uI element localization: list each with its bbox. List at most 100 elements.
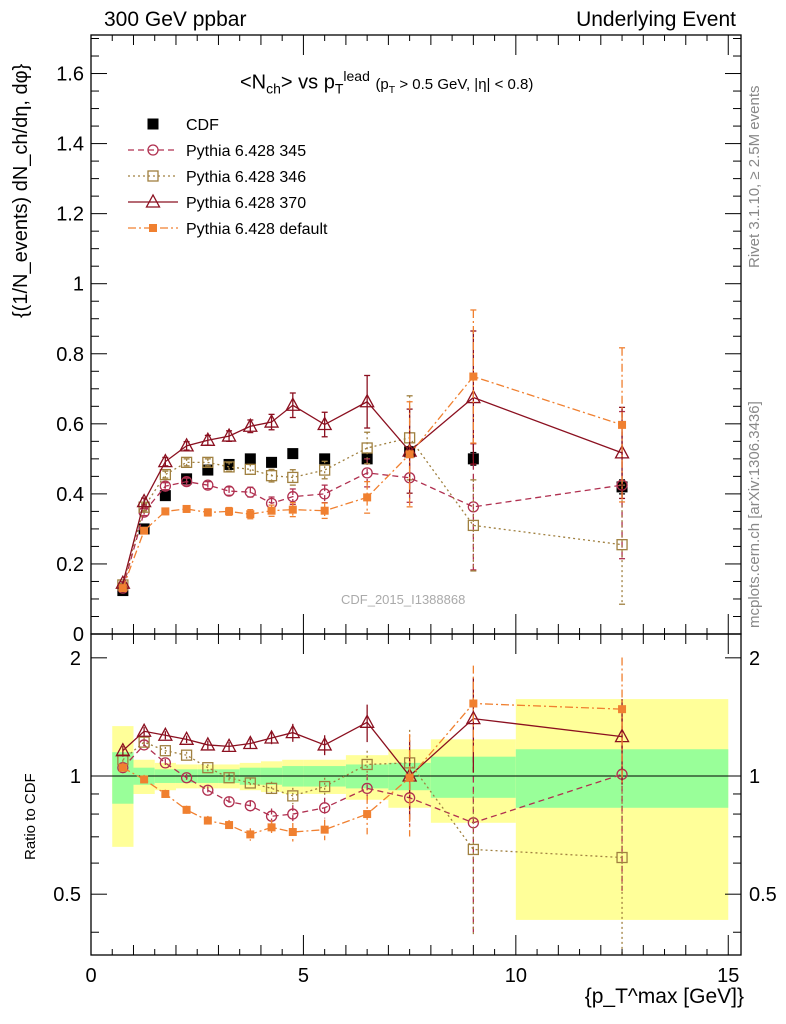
data-point [202, 479, 214, 491]
data-point [221, 427, 237, 442]
series-1 [117, 410, 628, 594]
series-line [122, 396, 623, 584]
ratio-point [244, 777, 256, 789]
data-point [178, 437, 195, 452]
ratio-point [361, 782, 373, 795]
data-point [223, 461, 235, 473]
ratio-point [140, 775, 149, 784]
ratio-point [618, 705, 627, 714]
series-line [122, 472, 623, 589]
data-point [288, 505, 297, 514]
ratio-point [319, 780, 331, 793]
legend-label: Pythia 6.428 346 [186, 169, 306, 186]
data-point [244, 486, 256, 498]
ratio-point [138, 736, 150, 748]
ratio-point [200, 736, 216, 751]
legend-label: Pythia 6.428 default [186, 221, 328, 238]
ratio-point [223, 772, 235, 784]
data-point [405, 450, 414, 459]
data-point [182, 504, 191, 513]
ratio-point [159, 757, 171, 769]
data-point [225, 507, 234, 516]
data-point [202, 456, 214, 469]
data-point [361, 467, 373, 479]
ratio-y-tick-label: 1 [70, 766, 81, 788]
ratio-point [319, 802, 331, 814]
ratio-point [246, 830, 255, 839]
data-point [159, 468, 171, 481]
data-point [180, 475, 193, 488]
ratio-y-tick-label-right: 1 [749, 766, 760, 788]
data-point [200, 431, 216, 446]
ratio-point [225, 821, 234, 830]
main-y-tick-label: 1.6 [56, 64, 84, 86]
series-3 [115, 330, 630, 589]
analysis-watermark: CDF_2015_I1388868 [341, 592, 466, 607]
main-y-tick-label: 0.6 [56, 414, 84, 436]
ratio-point [265, 782, 278, 795]
data-point [203, 508, 212, 517]
data-point [140, 526, 149, 535]
data-point [202, 464, 214, 476]
ratio-point [203, 816, 212, 825]
data-point [267, 506, 276, 515]
header-left: 300 GeV ppbar [104, 8, 247, 31]
data-point [265, 470, 278, 482]
ratio-point [320, 825, 329, 834]
ratio-point [317, 736, 333, 751]
ratio-point [405, 773, 414, 782]
ratio-series-1 [117, 729, 628, 955]
data-point [467, 519, 480, 532]
mcplots-label: mcplots.cern.ch [arXiv:1306.3436] [746, 401, 763, 628]
legend-item: Pythia 6.428 370 [128, 193, 306, 212]
data-point [287, 448, 299, 460]
ratio-point [465, 710, 481, 725]
header-right: Underlying Event [576, 8, 736, 31]
data-point [618, 420, 627, 429]
data-point [319, 488, 331, 500]
ratio-point [359, 713, 375, 728]
data-point [469, 372, 478, 381]
main-y-tick-label: 1.2 [56, 204, 84, 226]
x-tick-label: 15 [717, 965, 739, 987]
ratio-point [469, 699, 478, 708]
ratio-point [287, 790, 299, 802]
legend-item: Pythia 6.428 default [128, 221, 328, 238]
legend-item: Pythia 6.428 345 [128, 143, 306, 160]
main-y-tick-label: 0.8 [56, 344, 84, 366]
main-y-tick-label: 0.4 [56, 484, 84, 506]
legend-label: Pythia 6.428 370 [186, 195, 306, 212]
data-point [359, 393, 375, 408]
ratio-point [361, 758, 373, 771]
main-y-tick-label: 0.2 [56, 554, 84, 576]
ratio-plot-area [115, 657, 630, 955]
data-point [136, 493, 152, 508]
legend-marker [145, 193, 161, 208]
rivet-version-label: Rivet 3.1.10, ≥ 2.5M events [746, 85, 763, 269]
ratio-y-tick-label-right: 2 [749, 648, 760, 670]
ratio-point [180, 772, 193, 784]
data-point [118, 584, 127, 593]
ratio-point [178, 730, 195, 745]
data-point [363, 493, 372, 502]
ratio-point [285, 724, 301, 739]
legend-marker [147, 118, 159, 130]
main-plot-area [115, 309, 630, 605]
ratio-point [288, 828, 297, 837]
data-point [244, 463, 256, 476]
data-point [161, 507, 170, 516]
main-y-tick-label: 0 [73, 624, 84, 646]
data-point [319, 453, 331, 465]
data-point [614, 444, 630, 459]
ratio-point [136, 722, 152, 737]
ratio-point [182, 805, 191, 814]
ratio-point [180, 749, 193, 761]
data-point [320, 506, 329, 515]
data-point [223, 485, 235, 497]
ratio-series-3 [118, 657, 627, 842]
data-point [244, 453, 256, 465]
ratio-frame [90, 633, 742, 956]
series-4 [118, 309, 627, 593]
legend-item: CDF [147, 117, 219, 134]
data-point [287, 491, 299, 503]
